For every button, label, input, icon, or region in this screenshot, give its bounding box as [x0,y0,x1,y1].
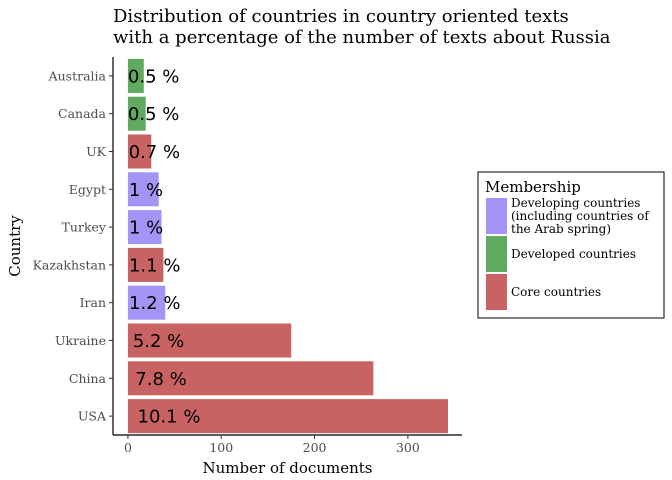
y-tick-label-iran: Iran [80,295,106,310]
x-tick-label-200: 200 [303,440,327,455]
bar-kazakhstan [127,247,164,282]
y-tick-label-canada: Canada [58,106,107,121]
y-tick-label-australia: Australia [48,68,107,83]
x-tick-label-100: 100 [209,440,233,455]
legend-key-developed [486,236,507,272]
data-label-kazakhstan: 1.1 % [129,255,180,276]
bar-egypt [127,172,159,207]
bar-canada [127,96,146,131]
y-tick-label-turkey: Turkey [62,220,107,235]
legend-label-developing-1: Developing countries [511,196,640,210]
data-label-usa: 10.1 % [138,407,201,428]
y-tick-label-uk: UK [86,144,107,159]
legend-label-core-1: Core countries [511,285,601,299]
y-tick-label-egypt: Egypt [69,182,106,197]
chart-title-line-2: with a percentage of the number of texts… [113,27,611,48]
legend-label-developed-1: Developed countries [511,247,636,261]
y-tick-label-usa: USA [78,409,107,424]
legend-key-core [486,274,507,310]
data-label-iran: 1.2 % [129,293,180,314]
data-label-ukraine: 5.2 % [133,331,184,352]
data-label-china: 7.8 % [135,369,186,390]
bar-ukraine [127,323,292,358]
y-axis-title: Country [6,215,24,277]
bars: 0.5 % 0.5 % 0.7 % 1 % 1 % 1.1 % 1.2 % 5.2 % 7.8 … [127,58,449,434]
legend-title: Membership [485,178,581,196]
x-tick-label-0: 0 [124,440,132,455]
data-label-canada: 0.5 % [128,104,179,125]
axes: Australia Canada UK Egypt Turkey Kazakhstan Ir… [6,57,462,477]
bar-australia [127,58,144,93]
legend-label-developing-2: (including countries of [511,209,650,223]
chart-title: Distribution of countries in country ori… [113,6,611,48]
bar-iran [127,285,166,320]
x-axis-title: Number of documents [203,459,373,477]
bar-china [127,361,374,396]
legend-box [477,171,665,319]
data-label-egypt: 1 % [129,180,163,201]
bar-usa [127,399,449,434]
data-label-australia: 0.5 % [128,66,179,87]
y-tick-label-ukraine: Ukraine [55,333,106,348]
x-tick-label-300: 300 [396,440,420,455]
bar-turkey [127,210,162,245]
chart-title-line-1: Distribution of countries in country ori… [113,6,569,27]
data-label-uk: 0.7 % [129,142,180,163]
bar-uk [127,134,152,169]
legend-label-developing-3: the Arab spring) [511,222,611,236]
legend-key-developing [486,198,507,234]
y-tick-label-kazakhstan: Kazakhstan [33,257,106,272]
data-label-turkey: 1 % [129,218,163,239]
y-tick-label-china: China [69,371,107,386]
